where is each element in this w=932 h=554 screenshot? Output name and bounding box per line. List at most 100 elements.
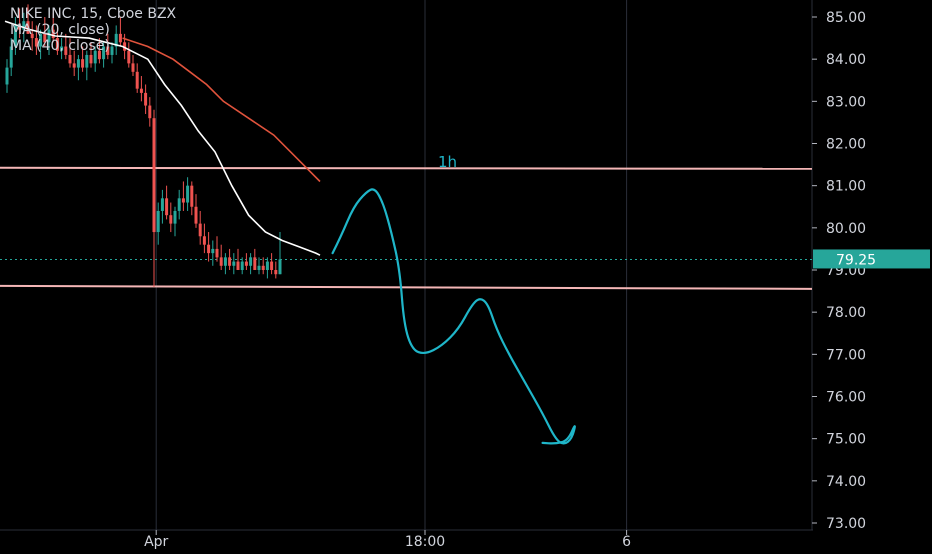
candle-body [97,50,101,60]
candle-body [131,63,135,72]
candle-body [144,92,148,106]
candle-body [81,59,85,68]
candle-body [236,261,240,270]
price-tick-label: 82.00 [826,137,866,153]
candle-body [198,223,202,237]
candle-body [123,42,127,51]
candle-body [39,33,43,47]
grid [0,0,932,531]
candle-body [55,38,59,51]
candle-body [106,46,110,55]
candle-body [156,210,160,233]
candle-body [127,50,131,64]
candle-body [68,54,72,64]
candle-body [165,198,169,216]
price-tick-label: 76.00 [826,390,866,406]
candle-body [244,261,248,266]
prediction-path[interactable] [331,188,576,445]
candle-body [257,265,261,270]
candle-body [110,46,114,55]
candle-body [278,259,282,275]
candle-body [18,25,22,30]
price-tick-label: 83.00 [826,94,866,110]
time-axis[interactable]: Apr 18:00 6 [144,530,631,550]
horizontal-levels[interactable] [0,166,813,290]
candle-body [173,210,177,224]
candle-body [223,257,227,266]
time-tick-label: Apr [144,534,168,550]
horizontal-level-line[interactable] [0,284,813,290]
timeframe-annotation: 1h [438,153,457,171]
candle-body [135,71,139,89]
candle-body [34,38,38,47]
candle-body [232,261,236,266]
price-axis[interactable]: 85.0084.0083.0082.0081.0080.0079.0078.00… [812,0,932,550]
price-tick-label: 78.00 [826,305,866,321]
current-price-label: 79.25 [836,252,876,268]
legend-ma40: MA (40, close) [10,38,110,54]
legend-symbol: NIKE INC, 15, Cboe BZX [10,6,177,22]
candle-body [47,29,51,43]
legend-ma20: MA (20, close) [10,22,110,38]
candle-body [274,270,278,275]
price-tick-label: 84.00 [826,52,866,68]
candle-body [72,63,76,68]
candle-body [253,257,257,270]
price-tick-label: 81.00 [826,179,866,195]
price-tick-label: 73.00 [826,516,866,532]
candle-body [118,33,122,43]
price-tick-label: 77.00 [826,347,866,363]
horizontal-level-line[interactable] [0,166,813,170]
candle-body [93,50,97,64]
moving-averages [4,20,321,256]
candle-body [219,257,223,266]
price-tick-label: 75.00 [826,432,866,448]
candle-body [228,257,232,266]
ma20-line [4,20,321,256]
candle-body [207,244,211,254]
candle-body [51,29,55,39]
candle-body [240,261,244,270]
candle-body [261,265,265,270]
candle-body [114,33,118,47]
candle-body [194,206,198,224]
candle-body [64,46,68,55]
candle-body [43,33,47,43]
freehand-drawing[interactable] [331,188,576,445]
candle-body [89,54,93,64]
candle-body [181,198,185,203]
candle-body [186,185,190,203]
candle-body [60,46,64,51]
candle-body [152,118,156,233]
candle-body [249,257,253,266]
candle-body [169,215,173,224]
time-tick-label: 18:00 [405,534,445,550]
candle-body [139,88,143,93]
candle-body [9,46,13,68]
candle-body [177,198,181,211]
candle-body [160,198,164,211]
candle-body [26,21,30,34]
price-tick-label: 74.00 [826,474,866,490]
candle-body [211,248,215,254]
candle-body [22,21,26,30]
candle-body [76,59,80,68]
candle-body [190,185,194,207]
price-tick-label: 80.00 [826,221,866,237]
candle-body [30,33,34,39]
legend[interactable]: NIKE INC, 15, Cboe BZX MA (20, close) MA… [10,6,177,54]
price-axis-background [813,0,932,550]
ma40-line [122,37,321,183]
price-tick-label: 85.00 [826,10,866,26]
candle-body [265,261,269,270]
candle-body [270,261,274,270]
candle-body [202,236,206,245]
candle-body [215,248,219,258]
candle-body [148,105,152,119]
candle-body [102,46,106,60]
time-tick-label: 6 [622,534,631,550]
candle-body [5,67,9,85]
candle-body [13,25,17,47]
